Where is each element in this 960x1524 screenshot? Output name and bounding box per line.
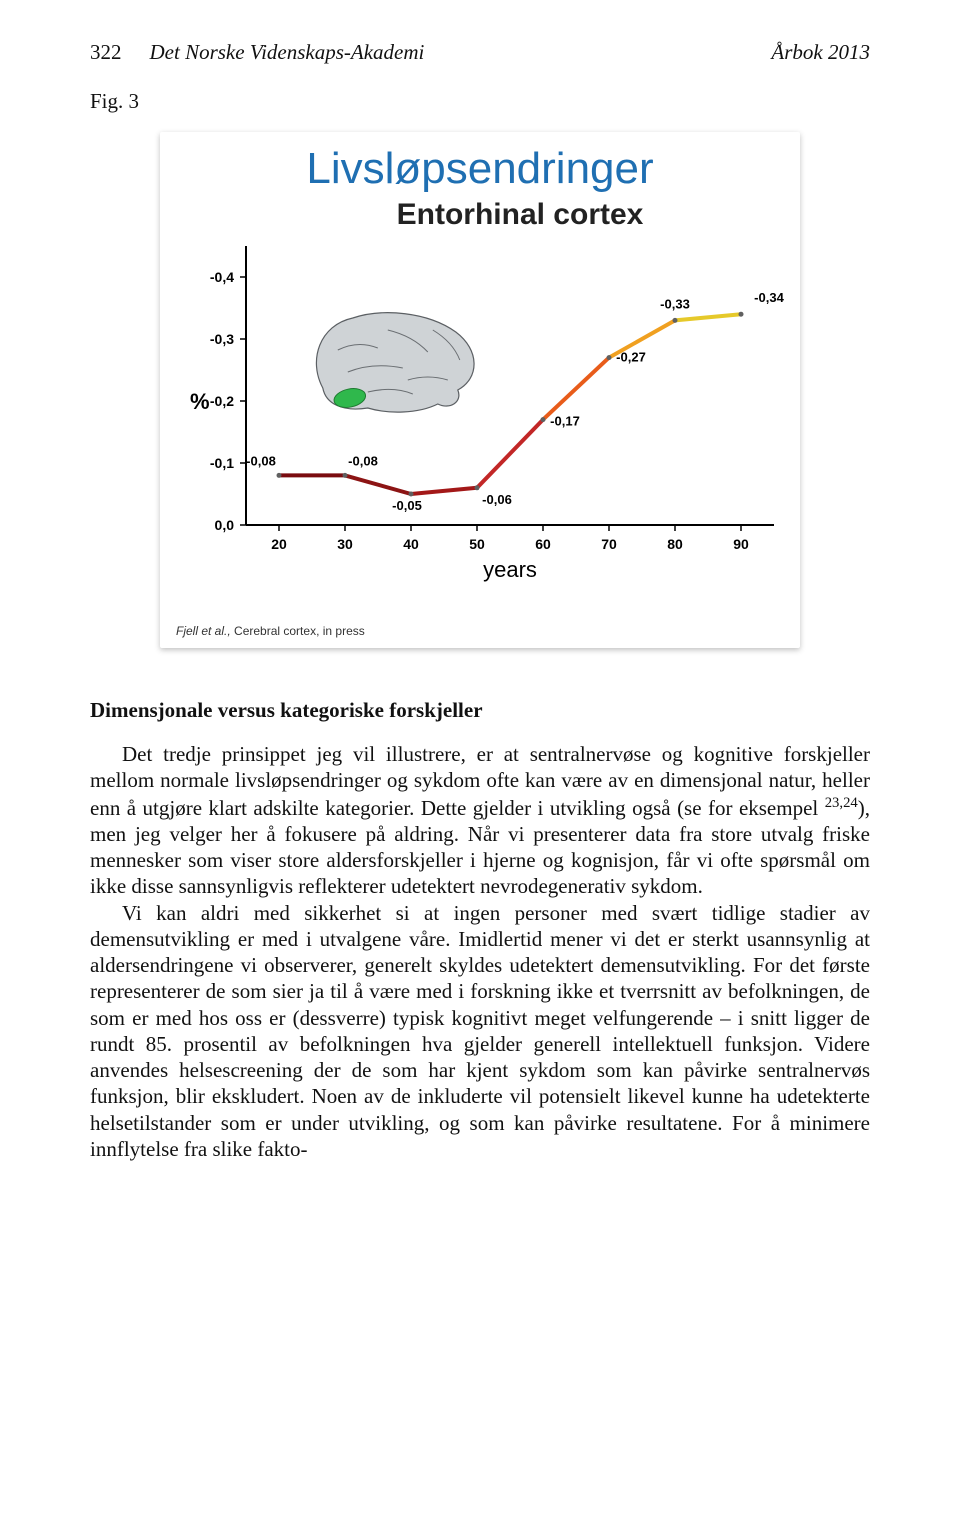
svg-text:-0,05: -0,05	[392, 498, 422, 513]
paragraph-2: Vi kan aldri med sikkerhet si at ingen p…	[90, 900, 870, 1163]
figure-caption: Fjell et al., Cerebral cortex, in press	[176, 624, 784, 638]
para1-sup: 23,24	[825, 795, 858, 811]
svg-text:50: 50	[469, 536, 485, 552]
svg-text:20: 20	[271, 536, 287, 552]
section-heading: Dimensjonale versus kategoriske forskjel…	[90, 698, 870, 723]
svg-text:years: years	[483, 557, 537, 582]
svg-text:40: 40	[403, 536, 419, 552]
yearbook-label: Årbok 2013	[771, 40, 870, 65]
svg-text:70: 70	[601, 536, 617, 552]
svg-text:30: 30	[337, 536, 353, 552]
running-title: Det Norske Videnskaps-Akademi	[150, 40, 425, 65]
svg-text:90: 90	[733, 536, 749, 552]
svg-text:-0,4: -0,4	[210, 269, 234, 285]
svg-text:-0,3: -0,3	[210, 331, 234, 347]
figure-subtitle: Entorhinal cortex	[256, 198, 784, 232]
svg-text:-0,08: -0,08	[246, 453, 276, 468]
running-header: 322 Det Norske Videnskaps-Akademi Årbok …	[90, 40, 870, 65]
page-number: 322	[90, 40, 122, 65]
svg-text:-0,1: -0,1	[210, 455, 234, 471]
svg-text:-0,17: -0,17	[550, 414, 580, 429]
caption-rest: Cerebral cortex, in press	[234, 624, 365, 638]
svg-text:-0,2: -0,2	[210, 393, 234, 409]
caption-author: Fjell et al.,	[176, 624, 231, 638]
svg-text:-0,33: -0,33	[660, 296, 690, 311]
paragraph-1: Det tredje prinsippet jeg vil illustrere…	[90, 741, 870, 900]
body-text: Det tredje prinsippet jeg vil illustrere…	[90, 741, 870, 1162]
svg-text:-0,06: -0,06	[482, 492, 512, 507]
figure-label: Fig. 3	[90, 89, 870, 114]
svg-text:%: %	[190, 389, 210, 414]
chart: -0,4 -0,3 -0,2 -0,1 0,0% 20 30 40 50 60 70 80 90 year…	[176, 236, 784, 616]
svg-text:-0,34: -0,34	[754, 290, 784, 305]
svg-text:60: 60	[535, 536, 551, 552]
svg-text:80: 80	[667, 536, 683, 552]
para1-a: Det tredje prinsippet jeg vil illustrere…	[90, 742, 870, 820]
svg-text:0,0: 0,0	[215, 517, 235, 533]
figure-card: Livsløpsendringer Entorhinal cortex -0,4…	[160, 132, 800, 648]
figure-title: Livsløpsendringer	[176, 144, 784, 194]
svg-text:-0,08: -0,08	[348, 453, 378, 468]
svg-text:-0,27: -0,27	[616, 350, 646, 365]
